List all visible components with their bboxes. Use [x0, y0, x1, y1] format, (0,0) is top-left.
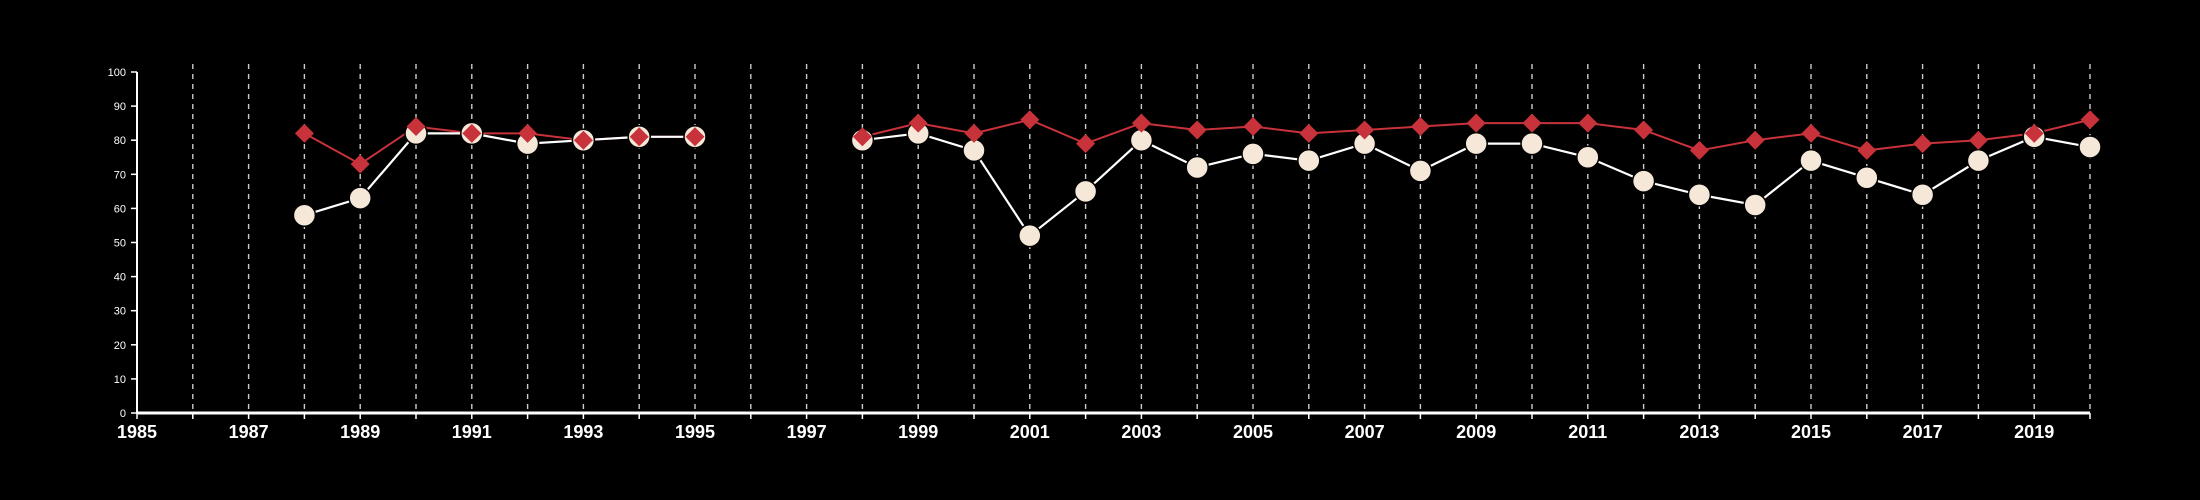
diamond-point: [1131, 113, 1151, 133]
circle-point: [1520, 131, 1544, 156]
diamond-point: [629, 127, 649, 147]
x-tick-label: 1993: [563, 422, 603, 442]
circle-point: [1464, 131, 1488, 156]
x-tick-label: 2015: [1791, 422, 1831, 442]
circle-point: [348, 186, 372, 210]
diamond-point: [1243, 117, 1263, 137]
x-tick-label: 2009: [1456, 422, 1496, 442]
circle-point: [292, 203, 317, 227]
circle-point: [1910, 183, 1935, 207]
x-tick-label: 1997: [787, 422, 827, 442]
circle-point: [1297, 148, 1321, 173]
x-tick-label: 2005: [1233, 422, 1273, 442]
diamond-point: [1801, 123, 1821, 143]
diamond-point: [350, 154, 370, 174]
x-tick-label: 1989: [340, 422, 380, 442]
y-tick-label: 90: [114, 101, 126, 113]
x-tick-label: 2001: [1010, 422, 1050, 442]
y-tick-label: 70: [114, 169, 126, 181]
circle-point: [1687, 183, 1712, 207]
diamond-point: [1578, 113, 1598, 133]
y-tick-label: 10: [114, 374, 126, 386]
diamond-point: [685, 127, 705, 147]
diamond-point: [852, 127, 872, 147]
diamond-point: [1522, 113, 1542, 133]
circle-point: [2078, 135, 2102, 159]
diamond-point: [406, 117, 426, 137]
circle-point: [1018, 223, 1042, 248]
y-tick-label: 80: [114, 135, 126, 147]
x-tick-label: 1985: [117, 422, 157, 442]
circle-point: [1799, 148, 1823, 173]
diamond-point: [1076, 134, 1096, 154]
diamond-point: [1355, 120, 1375, 140]
diamond-point: [964, 123, 984, 143]
diamond-point: [1968, 130, 1988, 150]
diamond-point: [1410, 117, 1430, 137]
x-tick-label: 1995: [675, 422, 715, 442]
y-tick-label: 100: [108, 67, 126, 79]
x-tick-label: 2011: [1568, 422, 1607, 442]
circle-point: [1855, 165, 1879, 190]
x-tick-label: 2007: [1345, 422, 1385, 442]
y-tick-label: 40: [114, 272, 126, 284]
diamond-point: [1466, 113, 1486, 133]
axes: 0 10 20 30 40 50 60 70 80 90 100 1985 1987 1989 1991 19…: [108, 67, 2091, 442]
series-layer: [292, 110, 2102, 248]
x-tick-label: 1987: [229, 422, 269, 442]
x-tick-label: 1991: [452, 422, 492, 442]
diamond-point: [518, 123, 538, 143]
x-tick-label: 2019: [2014, 422, 2054, 442]
x-tick-label: 1999: [898, 422, 938, 442]
diamond-point: [1020, 110, 1040, 130]
diamond-point: [573, 130, 593, 150]
diamond-point: [1634, 120, 1654, 140]
diamond-point: [1689, 140, 1709, 160]
diamond-point: [1187, 120, 1207, 140]
diamond-point: [462, 123, 482, 143]
y-tick-label: 20: [114, 340, 126, 352]
x-tick-label: 2017: [1903, 422, 1943, 442]
diamond-point: [1745, 130, 1765, 150]
circle-point: [1743, 193, 1767, 217]
circle-point: [1966, 148, 1991, 173]
diamond-point: [2080, 110, 2100, 130]
diamond-point: [1913, 134, 1933, 154]
x-tick-label: 2013: [1679, 422, 1719, 442]
x-tick-label: 2003: [1121, 422, 1161, 442]
diamond-point: [2024, 123, 2044, 143]
circle-point: [1576, 145, 1600, 169]
y-tick-label: 0: [120, 408, 126, 420]
circle-point: [1408, 159, 1433, 183]
circle-point: [1073, 179, 1098, 204]
circle-point: [1631, 169, 1656, 193]
y-tick-label: 30: [114, 306, 126, 318]
diamond-point: [908, 113, 928, 133]
y-tick-label: 60: [114, 203, 126, 215]
diamond-point: [294, 123, 314, 143]
circle-point: [1241, 142, 1265, 166]
diamond-point: [1857, 140, 1877, 160]
circle-point: [1185, 155, 1209, 180]
diamond-point: [1299, 123, 1319, 143]
y-tick-label: 50: [114, 238, 126, 250]
